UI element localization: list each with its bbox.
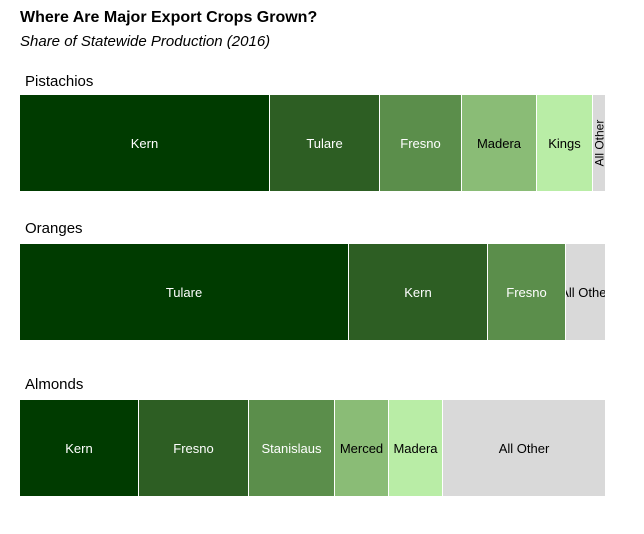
segment-almonds-fresno: Fresno (139, 400, 249, 496)
segment-pistachios-all-other: All Other (593, 95, 605, 191)
segment-almonds-kern: Kern (20, 400, 139, 496)
segment-label: Fresno (173, 440, 214, 456)
segment-almonds-merced: Merced (335, 400, 389, 496)
segment-label: Kern (404, 284, 432, 300)
chart-title: Where Are Major Export Crops Grown? (20, 9, 318, 26)
crop-label-almonds: Almonds (25, 376, 84, 393)
segment-pistachios-madera: Madera (462, 95, 537, 191)
chart-subtitle: Share of Statewide Production (2016) (20, 33, 271, 50)
segment-pistachios-kings: Kings (537, 95, 593, 191)
segment-label: Fresno (506, 284, 547, 300)
stacked-bar-almonds: Kern Fresno Stanislaus Merced Madera All Othe… (20, 400, 605, 496)
segment-label: All Other (498, 440, 550, 456)
segment-label: Stanislaus (261, 440, 322, 456)
segment-label: Merced (339, 440, 384, 456)
segment-oranges-all-other: All Other (566, 244, 605, 340)
segment-label: Fresno (400, 135, 441, 151)
segment-label: Tulare (306, 135, 343, 151)
segment-almonds-madera: Madera (389, 400, 443, 496)
segment-label: Tulare (165, 284, 203, 300)
segment-label: Kern (65, 440, 93, 456)
segment-label: Kings (548, 135, 581, 151)
segment-oranges-tulare: Tulare (20, 244, 349, 340)
segment-oranges-fresno: Fresno (488, 244, 566, 340)
segment-label: Madera (393, 440, 438, 456)
crop-label-oranges: Oranges (25, 220, 83, 237)
stacked-bar-oranges: Tulare Kern Fresno All Other (20, 244, 605, 340)
segment-oranges-kern: Kern (349, 244, 488, 340)
segment-label: Madera (476, 135, 522, 151)
crop-label-pistachios: Pistachios (25, 73, 94, 90)
segment-label: All Other (566, 284, 605, 300)
segment-almonds-all-other: All Other (443, 400, 605, 496)
stacked-bar-pistachios: Kern Tulare Fresno Madera Kings All Other (20, 95, 605, 191)
segment-pistachios-tulare: Tulare (270, 95, 380, 191)
segment-pistachios-fresno: Fresno (380, 95, 462, 191)
segment-almonds-stanislaus: Stanislaus (249, 400, 335, 496)
segment-label: All Other (593, 119, 605, 167)
segment-pistachios-kern: Kern (20, 95, 270, 191)
segment-label: Kern (130, 135, 159, 151)
